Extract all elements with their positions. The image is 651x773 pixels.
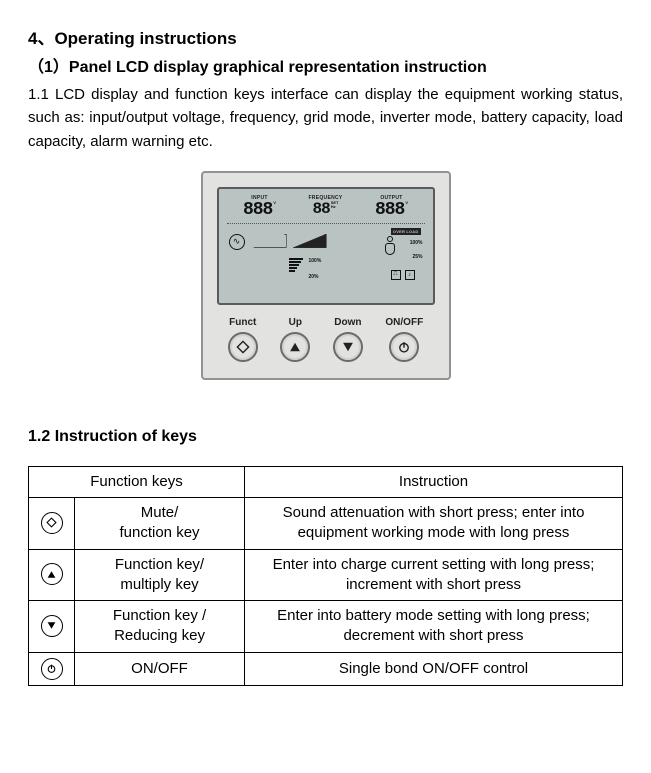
up-triangle-icon: [41, 563, 63, 585]
up-button[interactable]: [280, 332, 310, 362]
triangle-outline-icon: [253, 234, 287, 248]
diamond-icon: [236, 340, 250, 354]
keys-table: Function keys Instruction Mute/function …: [28, 466, 623, 687]
row-key-cell: Function key/multiply key: [75, 549, 245, 601]
triangle-fill-icon: [293, 234, 327, 248]
pct-25: 25%: [412, 254, 422, 260]
th-instruction: Instruction: [245, 466, 623, 497]
row-instr-cell: Enter into battery mode setting with lon…: [245, 601, 623, 653]
diamond-icon: [41, 512, 63, 534]
row-instr-cell: Single bond ON/OFF control: [245, 652, 623, 686]
intro-paragraph: 1.1 LCD display and function keys interf…: [28, 83, 623, 153]
btn-label-funct: Funct: [229, 317, 256, 328]
up-triangle-icon: [288, 340, 302, 354]
row-icon-cell: [29, 652, 75, 686]
table-row: Function key/multiply key Enter into cha…: [29, 549, 623, 601]
row-instr-cell: Sound attenuation with short press; ente…: [245, 498, 623, 550]
battery-bars-icon: [289, 258, 303, 272]
lcd-seg-input: 888: [243, 201, 272, 219]
power-icon: [41, 658, 63, 680]
down-button[interactable]: [333, 332, 363, 362]
panel-button-row: Funct Up Down ON/OFF: [217, 317, 435, 362]
lcd-screen: INPUT 888 V FREQUENCY 88 SET Hz: [217, 187, 435, 305]
section-heading: 4、Operating instructions: [28, 24, 623, 49]
row-key-cell: Function key /Reducing key: [75, 601, 245, 653]
lcd-unit-v1: V: [273, 201, 276, 205]
funct-button[interactable]: [228, 332, 258, 362]
pct-100-right: 100%: [410, 240, 423, 246]
person-icon: [383, 236, 397, 258]
down-triangle-icon: [41, 615, 63, 637]
table-row: Function key /Reducing key Enter into ba…: [29, 601, 623, 653]
row-instr-cell: Enter into charge current setting with l…: [245, 549, 623, 601]
lcd-seg-freq: 88: [313, 201, 330, 217]
table-row: ON/OFF Single bond ON/OFF control: [29, 652, 623, 686]
table-row: Mute/function key Sound attenuation with…: [29, 498, 623, 550]
mini-icons: ⎍♪: [391, 270, 415, 280]
lcd-unit-hz: Hz: [331, 205, 339, 209]
th-function-keys: Function keys: [29, 466, 245, 497]
keys-heading: 1.2 Instruction of keys: [28, 428, 623, 446]
btn-label-onoff: ON/OFF: [385, 317, 423, 328]
btn-label-up: Up: [289, 317, 302, 328]
power-icon: [397, 340, 411, 354]
lcd-unit-v2: V: [405, 201, 408, 205]
row-icon-cell: [29, 498, 75, 550]
row-icon-cell: [29, 601, 75, 653]
down-triangle-icon: [341, 340, 355, 354]
pct-100-mid: 100%: [309, 258, 322, 264]
table-head-row: Function keys Instruction: [29, 466, 623, 497]
row-key-cell: ON/OFF: [75, 652, 245, 686]
panel-figure: INPUT 888 V FREQUENCY 88 SET Hz: [28, 171, 623, 380]
sine-icon: ∿: [229, 234, 245, 250]
lcd-seg-output: 888: [375, 201, 404, 219]
btn-label-down: Down: [334, 317, 361, 328]
device-panel: INPUT 888 V FREQUENCY 88 SET Hz: [201, 171, 451, 380]
overload-label: OVER LOAD: [391, 228, 421, 235]
section-subheading: （1）Panel LCD display graphical represent…: [28, 53, 623, 77]
row-icon-cell: [29, 549, 75, 601]
pct-20: 20%: [309, 274, 319, 280]
row-key-cell: Mute/function key: [75, 498, 245, 550]
onoff-button[interactable]: [389, 332, 419, 362]
